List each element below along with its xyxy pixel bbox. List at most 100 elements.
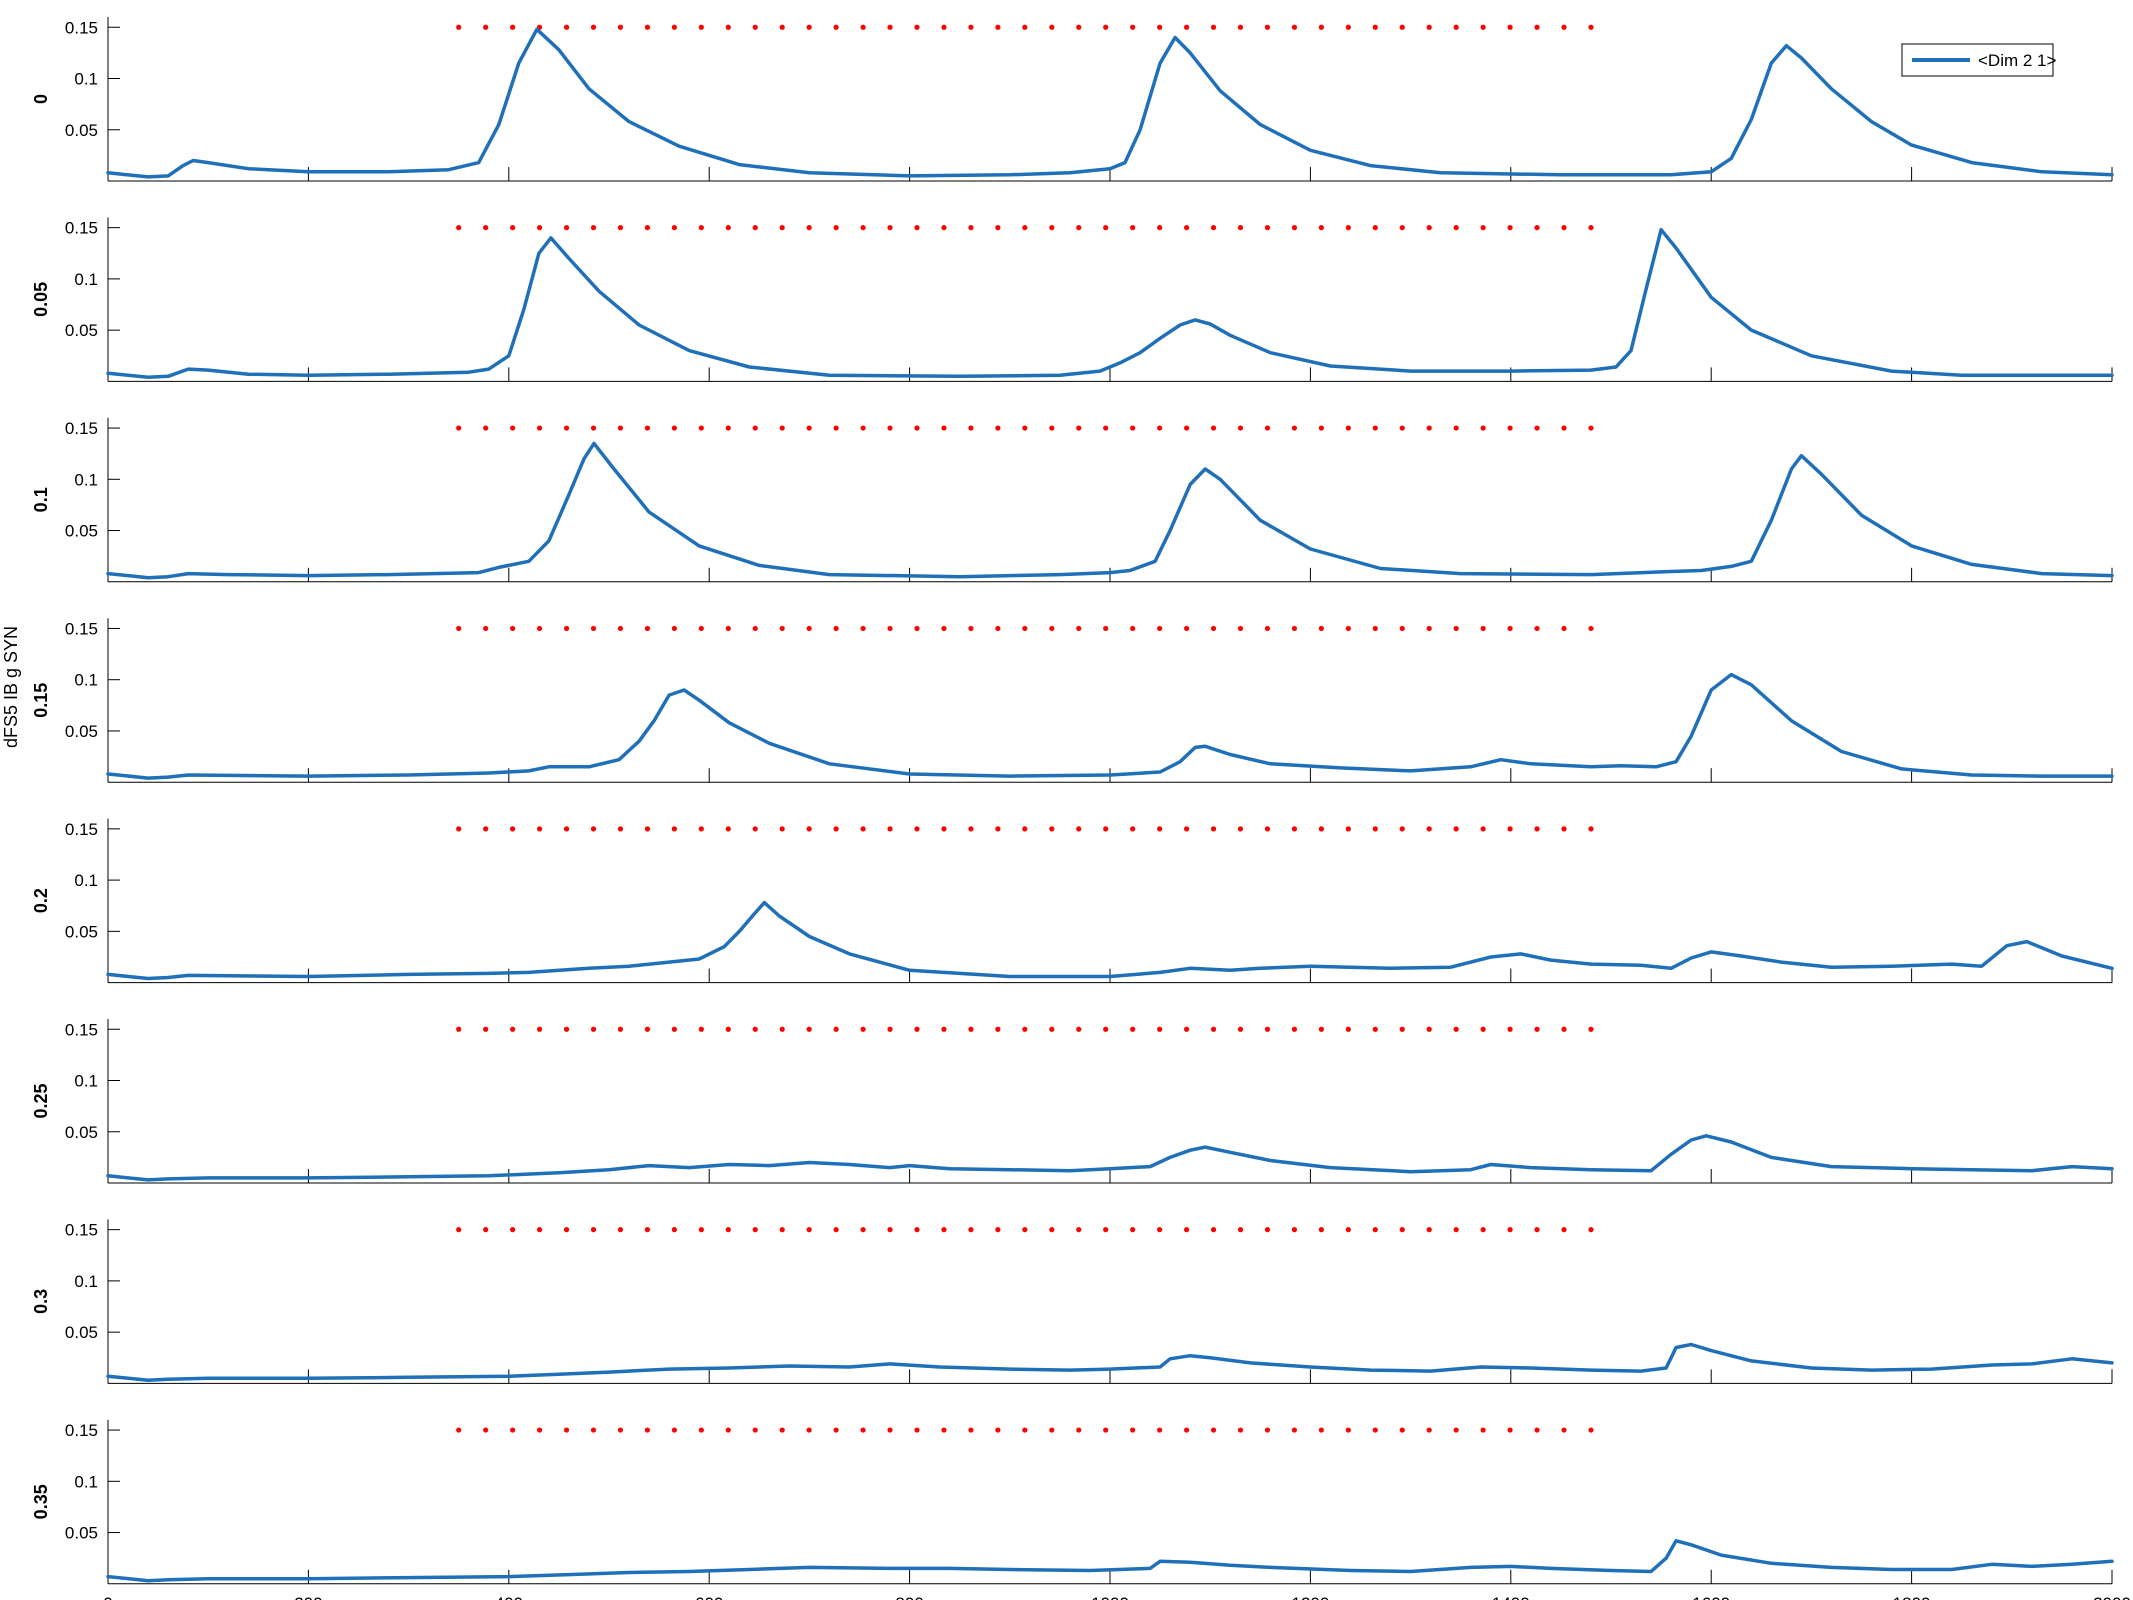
- stimulus-marker: [752, 1427, 758, 1433]
- stimulus-marker: [1130, 1026, 1136, 1032]
- stimulus-marker: [941, 1227, 947, 1233]
- stimulus-marker: [1426, 425, 1432, 431]
- x-tick-label: 1600: [1692, 1594, 1730, 1600]
- stimulus-marker: [456, 225, 462, 231]
- panel-6: 0.05 0.1 0.15 0.3: [31, 1219, 2114, 1384]
- stimulus-marker: [1076, 1227, 1082, 1233]
- stimulus-marker: [1264, 1227, 1271, 1233]
- stimulus-marker: [617, 1026, 624, 1032]
- stimulus-marker: [1210, 225, 1217, 231]
- series-line: [106, 1539, 2114, 1583]
- stimulus-marker: [779, 1427, 785, 1433]
- stimulus-marker: [752, 625, 758, 632]
- stimulus-marker: [590, 1026, 597, 1032]
- stimulus-marker: [456, 625, 462, 632]
- stimulus-marker: [860, 625, 866, 632]
- stimulus-marker: [1345, 826, 1351, 832]
- stimulus-marker: [1507, 425, 1513, 431]
- stimulus-marker: [1237, 1427, 1244, 1433]
- stimulus-marker: [1507, 225, 1513, 231]
- stimulus-marker: [1453, 1026, 1459, 1032]
- stimulus-marker: [1130, 24, 1136, 30]
- stimulus-marker: [1130, 225, 1136, 231]
- stimulus-marker: [1588, 1227, 1594, 1233]
- stimulus-marker: [752, 1026, 758, 1032]
- stimulus-marker: [1453, 425, 1459, 431]
- stimulus-marker: [1534, 625, 1540, 632]
- stimulus-marker: [968, 826, 974, 832]
- stimulus-marker: [1480, 1427, 1486, 1433]
- stimulus-marker: [1507, 1427, 1513, 1433]
- stimulus-marker: [1103, 425, 1109, 431]
- stimulus-marker: [1318, 1227, 1324, 1233]
- y-tick-label: 0.05: [65, 321, 98, 340]
- stimulus-marker: [1372, 24, 1378, 30]
- stimulus-marker: [1399, 1026, 1405, 1032]
- stimulus-marker: [779, 1227, 785, 1233]
- stimulus-marker: [806, 425, 812, 431]
- stimulus-marker: [536, 1227, 543, 1233]
- stimulus-marker: [1534, 826, 1540, 832]
- stimulus-marker: [833, 425, 839, 431]
- stimulus-marker: [1480, 1026, 1486, 1032]
- stimulus-marker: [1561, 24, 1567, 30]
- stimulus-marker: [1480, 1227, 1486, 1233]
- stimulus-marker: [1103, 826, 1109, 832]
- legend[interactable]: <Dim 2 1>: [1901, 43, 2056, 77]
- stimulus-marker: [1345, 625, 1351, 632]
- stimulus-marker: [536, 1026, 543, 1032]
- stimulus-marker: [752, 1227, 758, 1233]
- stimulus-marker: [1480, 425, 1486, 431]
- stimulus-marker: [1291, 24, 1298, 30]
- stimulus-marker: [914, 24, 920, 30]
- stimulus-marker: [1237, 625, 1244, 632]
- stimulus-marker: [725, 425, 731, 431]
- series-line: [106, 27, 2114, 179]
- y-tick-label: 0.1: [74, 1272, 98, 1291]
- stimulus-marker: [1372, 425, 1378, 431]
- stimulus-marker: [483, 225, 489, 231]
- stimulus-marker: [1372, 625, 1378, 632]
- y-tick-label: 0.15: [65, 820, 98, 839]
- stimulus-marker: [1103, 225, 1109, 231]
- stimulus-marker: [456, 1026, 462, 1032]
- stimulus-marker: [779, 826, 785, 832]
- stimulus-marker: [644, 826, 651, 832]
- stimulus-marker: [1561, 225, 1567, 231]
- stimulus-marker: [1372, 826, 1378, 832]
- stimulus-marker: [617, 225, 624, 231]
- stimulus-marker: [1183, 1427, 1190, 1433]
- stimulus-marker: [698, 1427, 704, 1433]
- stimulus-marker: [941, 1026, 947, 1032]
- stimulus-marker: [698, 1026, 704, 1032]
- stimulus-marker: [483, 625, 489, 632]
- stimulus-marker: [1588, 625, 1594, 632]
- series-line: [106, 1134, 2114, 1182]
- stimulus-marker: [725, 225, 731, 231]
- stimulus-marker: [617, 1427, 624, 1433]
- stimulus-marker: [698, 24, 704, 30]
- stimulus-marker: [860, 1427, 866, 1433]
- stimulus-marker: [456, 1227, 462, 1233]
- stimulus-marker: [1345, 1227, 1351, 1233]
- stimulus-marker: [725, 1427, 731, 1433]
- stimulus-marker: [671, 225, 677, 231]
- stimulus-marker: [1291, 1026, 1298, 1032]
- stimulus-marker: [1426, 24, 1432, 30]
- stimulus-marker: [995, 1427, 1001, 1433]
- panels: 0.050.10.1500.050.10.150.050.050.10.150.…: [31, 17, 2131, 1600]
- y-tick-label: 0.05: [65, 1123, 98, 1142]
- stimulus-marker: [563, 625, 570, 632]
- stimulus-marker: [510, 1427, 516, 1433]
- stimulus-marker: [671, 425, 677, 431]
- stimulus-marker: [1076, 225, 1082, 231]
- stimulus-marker: [590, 425, 597, 431]
- stimulus-marker: [1534, 24, 1540, 30]
- stimulus-marker: [1426, 625, 1432, 632]
- stimulus-marker: [536, 826, 543, 832]
- stimulus-marker: [779, 24, 785, 30]
- stimulus-marker: [1561, 826, 1567, 832]
- stimulus-marker: [536, 425, 543, 431]
- stimulus-marker: [590, 625, 597, 632]
- stimulus-marker: [510, 1026, 516, 1032]
